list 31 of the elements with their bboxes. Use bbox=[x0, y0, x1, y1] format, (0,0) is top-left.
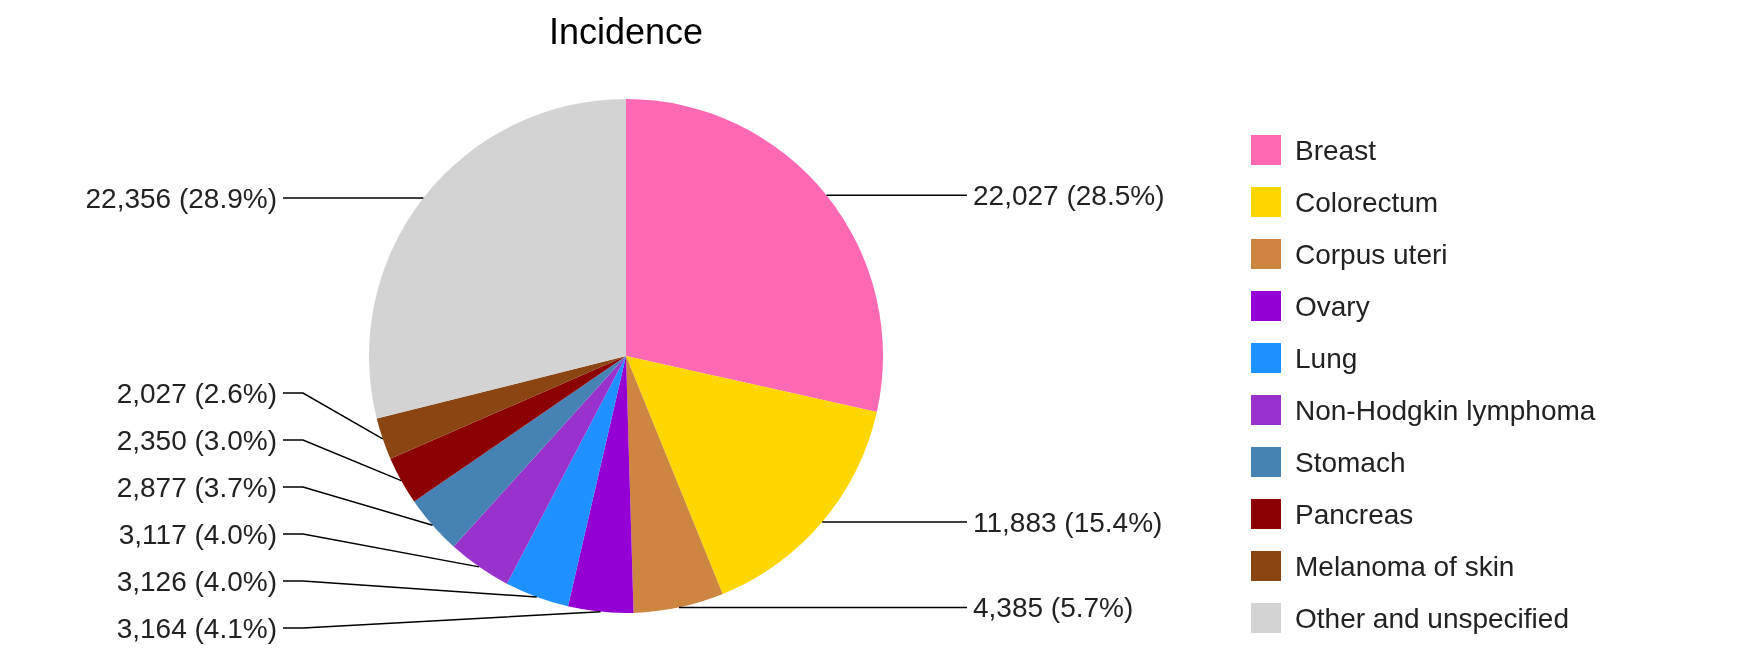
legend-label: Other and unspecified bbox=[1295, 602, 1569, 634]
data-label: 11,883 (15.4%) bbox=[973, 506, 1163, 538]
legend-label: Non-Hodgkin lymphoma bbox=[1295, 394, 1596, 426]
pie-slice bbox=[626, 356, 877, 595]
pie-slice bbox=[369, 99, 626, 419]
pie-slice bbox=[376, 356, 626, 459]
data-label: 3,117 (4.0%) bbox=[118, 518, 277, 550]
data-label: 22,027 (28.5%) bbox=[973, 180, 1165, 212]
legend-label: Breast bbox=[1295, 134, 1377, 166]
legend-label: Stomach bbox=[1295, 446, 1406, 478]
data-label: 2,027 (2.6%) bbox=[116, 377, 277, 409]
legend-label: Corpus uteri bbox=[1295, 238, 1448, 270]
data-label: 2,877 (3.7%) bbox=[116, 471, 277, 503]
pie-slice bbox=[567, 356, 634, 613]
data-label: 3,126 (4.0%) bbox=[116, 565, 277, 597]
legend-label: Colorectum bbox=[1295, 186, 1439, 218]
legend-label: Lung bbox=[1295, 342, 1358, 374]
legend-label: Ovary bbox=[1295, 290, 1370, 322]
pie-slice bbox=[626, 99, 883, 412]
pie-slice bbox=[453, 356, 626, 584]
pie-slice bbox=[626, 356, 723, 613]
legend-label: Pancreas bbox=[1295, 498, 1414, 530]
data-label: 22,356 (28.9%) bbox=[85, 182, 277, 214]
pie-slice bbox=[414, 356, 626, 547]
data-label: 2,350 (3.0%) bbox=[116, 424, 277, 456]
pie-slice bbox=[506, 356, 626, 607]
pie-slice bbox=[390, 356, 626, 502]
data-label: 3,164 (4.1%) bbox=[116, 612, 277, 644]
chart-title: Incidence bbox=[548, 11, 704, 52]
data-label: 4,385 (5.7%) bbox=[973, 592, 1134, 624]
legend-label: Melanoma of skin bbox=[1295, 550, 1515, 582]
